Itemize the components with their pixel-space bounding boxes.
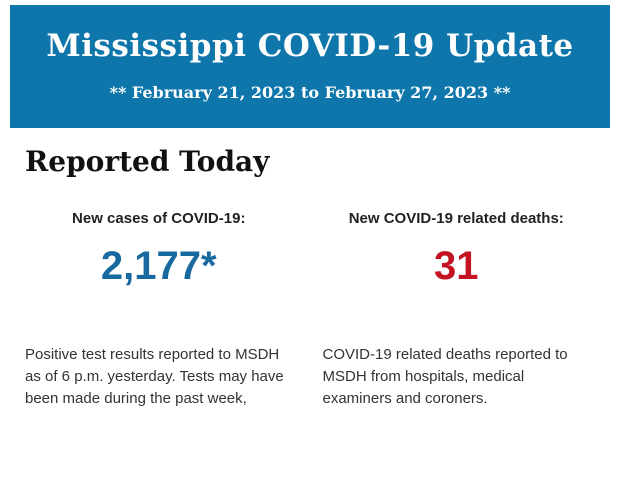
- new-cases-label: New cases of COVID-19:: [72, 210, 246, 227]
- stats-grid: New cases of COVID-19: New COVID-19 rela…: [25, 210, 590, 410]
- new-deaths-label: New COVID-19 related deaths:: [348, 210, 564, 227]
- new-cases-description: Positive test results reported to MSDH a…: [25, 346, 284, 407]
- date-range-subtitle: ** February 21, 2023 to February 27, 202…: [109, 83, 511, 102]
- section-heading: Reported Today: [25, 145, 270, 178]
- report-body: Reported Today New cases of COVID-19: Ne…: [0, 128, 620, 410]
- page-title: Mississippi COVID-19 Update: [46, 28, 574, 64]
- new-cases-value: 2,177*: [100, 244, 217, 288]
- new-deaths-value: 31: [434, 244, 479, 288]
- new-deaths-description: COVID-19 related deaths reported to MSDH…: [322, 346, 568, 407]
- header-banner: Mississippi COVID-19 Update ** February …: [10, 5, 610, 128]
